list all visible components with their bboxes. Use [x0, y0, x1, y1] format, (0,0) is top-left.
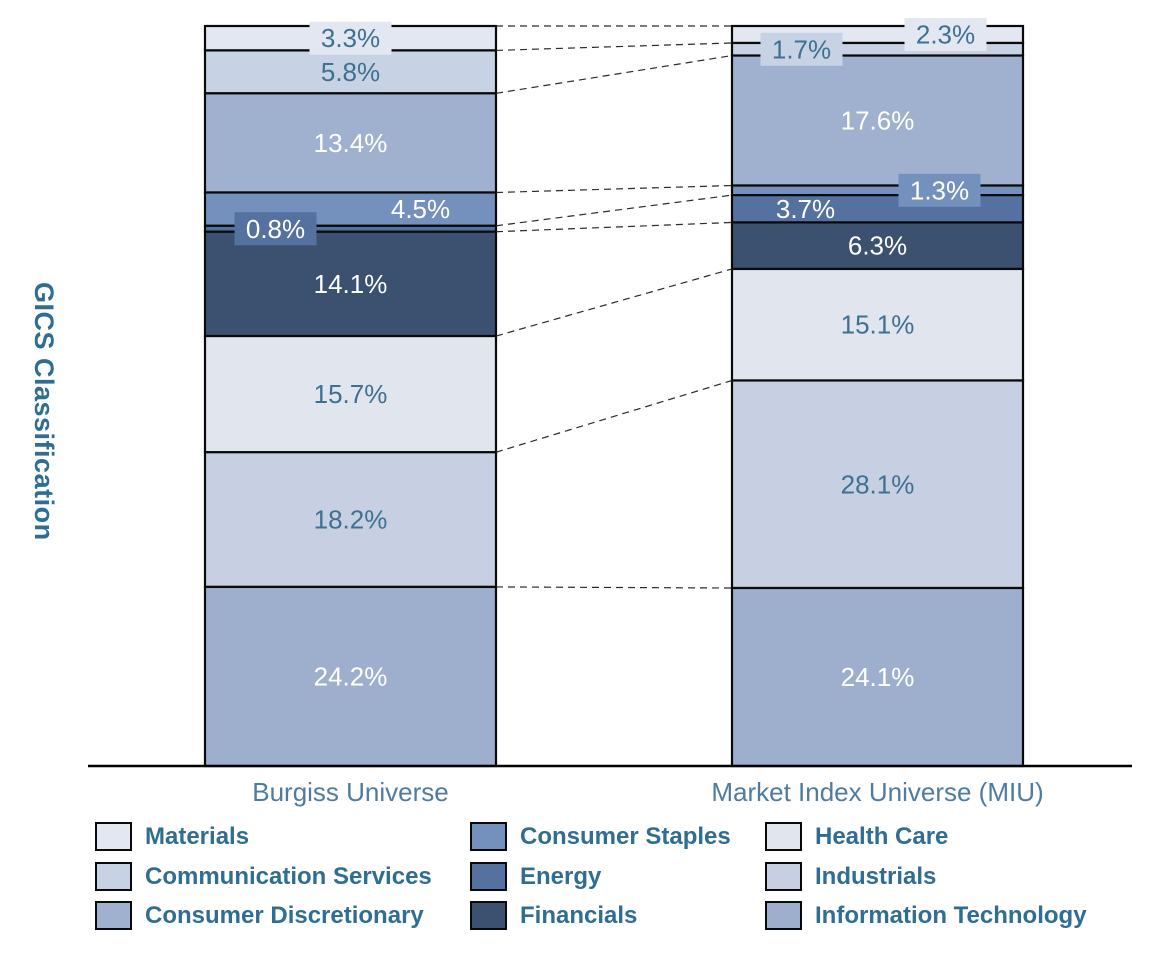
segment-label-burgiss-universe-energy: 0.8%: [246, 214, 305, 244]
segment-label-market-index-universe-miu--energy: 3.7%: [776, 194, 835, 224]
bar-segment-burgiss-universe-industrials: [203, 451, 498, 589]
legend-swatch-information-technology: [765, 901, 802, 930]
bar-segment-market-index-universe-miu--information-technology: [730, 586, 1025, 768]
segment-label-market-index-universe-miu--communication-services: 1.7%: [772, 34, 831, 64]
bar-segment-market-index-universe-miu--consumer-discretionary: [730, 54, 1025, 187]
chart-canvas: 3.3% 5.8% 13.4% 4.5% 0.8% 14.1% 15.7% 18.2% 24.2…: [88, 17, 1132, 807]
segment-label-patch-burgiss-universe-materials: [309, 21, 392, 55]
segment-label-market-index-universe-miu--information-technology: 24.1%: [841, 662, 915, 692]
legend-swatch-communication-services: [95, 862, 132, 891]
segment-label-burgiss-universe-information-technology: 24.2%: [314, 661, 388, 691]
segment-label-patch-burgiss-universe-energy: [234, 212, 317, 246]
legend-label-consumer-discretionary: Consumer Discretionary: [145, 901, 424, 929]
legend-label-materials: Materials: [145, 822, 250, 850]
bar-segment-burgiss-universe-information-technology: [203, 585, 498, 768]
connector-line-energy: [495, 194, 733, 227]
legend-label-health-care: Health Care: [815, 822, 949, 850]
legend-item-industrials: Industrials: [765, 862, 936, 891]
legend-label-energy: Energy: [520, 862, 602, 890]
legend-item-materials: Materials: [95, 822, 249, 851]
category-label-burgiss-universe: Burgiss Universe: [252, 777, 449, 807]
legend-swatch-industrials: [765, 862, 802, 891]
category-label-market-index-universe-miu-: Market Index Universe (MIU): [711, 777, 1043, 807]
segment-label-burgiss-universe-consumer-discretionary: 13.4%: [314, 128, 388, 158]
legend-item-energy: Energy: [470, 862, 601, 891]
legend-label-consumer-staples: Consumer Staples: [520, 822, 731, 850]
legend-item-consumer-discretionary: Consumer Discretionary: [95, 901, 424, 930]
legend-swatch-consumer-staples: [470, 822, 507, 851]
legend-label-information-technology: Information Technology: [815, 901, 1087, 929]
segment-label-burgiss-universe-consumer-staples: 4.5%: [391, 194, 450, 224]
segment-label-market-index-universe-miu--health-care: 15.1%: [841, 310, 915, 340]
legend-swatch-consumer-discretionary: [95, 901, 132, 930]
legend-swatch-materials: [95, 822, 132, 851]
bar-segment-market-index-universe-miu--financials: [730, 221, 1025, 271]
segment-label-market-index-universe-miu--consumer-staples: 1.3%: [910, 175, 969, 205]
bar-segment-burgiss-universe-health-care: [203, 334, 498, 454]
connector-line-financials: [495, 221, 733, 233]
legend-item-financials: Financials: [470, 901, 637, 930]
connector-line-industrials: [495, 379, 733, 453]
legend-item-health-care: Health Care: [765, 822, 948, 851]
bar-segment-burgiss-universe-communication-services: [203, 49, 498, 95]
connector-line-health-care: [495, 268, 733, 337]
legend-item-consumer-staples: Consumer Staples: [470, 822, 731, 851]
legend-swatch-financials: [470, 901, 507, 930]
bar-segment-market-index-universe-miu--industrials: [730, 379, 1025, 590]
segment-label-patch-market-index-universe-miu--materials: [904, 17, 987, 51]
bar-segment-market-index-universe-miu--health-care: [730, 267, 1025, 382]
bar-segment-burgiss-universe-consumer-discretionary: [203, 92, 498, 194]
segment-label-market-index-universe-miu--consumer-discretionary: 17.6%: [841, 106, 915, 136]
segment-label-market-index-universe-miu--financials: 6.3%: [848, 231, 907, 261]
connector-line-information-technology: [495, 586, 733, 589]
segment-label-market-index-universe-miu--industrials: 28.1%: [841, 469, 915, 499]
segment-label-patch-market-index-universe-miu--consumer-staples: [898, 173, 981, 207]
y-axis-title: GICS Classification: [29, 282, 59, 541]
legend-label-industrials: Industrials: [815, 862, 937, 890]
legend-item-communication-services: Communication Services: [95, 862, 432, 891]
legend-label-communication-services: Communication Services: [145, 862, 432, 890]
legend-swatch-energy: [470, 862, 507, 891]
bar-segment-burgiss-universe-financials: [203, 230, 498, 338]
segment-label-patch-market-index-universe-miu--communication-services: [760, 32, 843, 66]
connector-line-consumer-staples: [495, 184, 733, 194]
segment-label-burgiss-universe-communication-services: 5.8%: [321, 57, 380, 87]
segment-label-market-index-universe-miu--materials: 2.3%: [916, 19, 975, 49]
segment-label-burgiss-universe-health-care: 15.7%: [314, 379, 388, 409]
legend-label-financials: Financials: [520, 901, 638, 929]
legend-swatch-health-care: [765, 822, 802, 851]
segment-label-burgiss-universe-materials: 3.3%: [321, 23, 380, 53]
connector-line-communication-services: [495, 42, 733, 52]
connector-line-consumer-discretionary: [495, 54, 733, 94]
segment-label-burgiss-universe-financials: 14.1%: [314, 269, 388, 299]
legend-item-information-technology: Information Technology: [765, 901, 1087, 930]
segment-label-burgiss-universe-industrials: 18.2%: [314, 505, 388, 535]
